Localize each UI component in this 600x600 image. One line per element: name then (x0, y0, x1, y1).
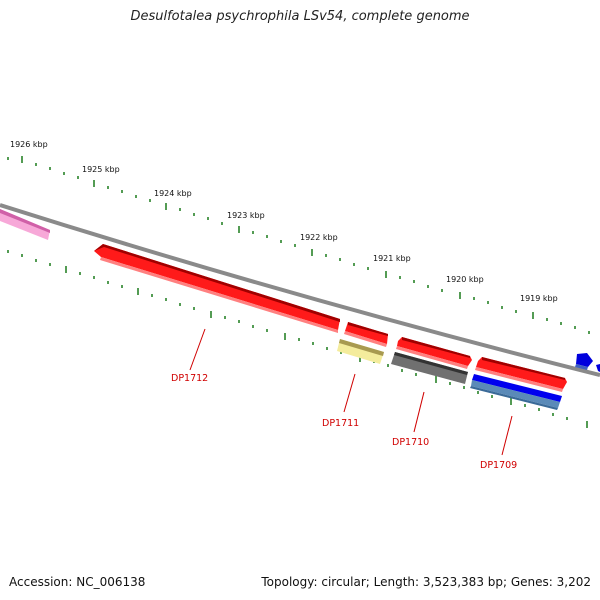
gene-pink-feature[interactable] (0, 209, 50, 240)
gene-label-dp1712: DP1712 (171, 373, 208, 384)
kbp-label-1923: 1923 kbp (227, 211, 265, 220)
gene-dp1710[interactable] (391, 352, 468, 384)
gene-blue-feature[interactable] (575, 353, 600, 372)
kbp-label-1924: 1924 kbp (154, 189, 192, 198)
gene-label-dp1709: DP1709 (480, 460, 517, 471)
gene-dp1709[interactable] (470, 374, 562, 410)
gene-dp1711-upper[interactable] (344, 322, 388, 347)
kbp-label-1925: 1925 kbp (82, 165, 120, 174)
kbp-label-1919: 1919 kbp (520, 294, 558, 303)
accession-text: Accession: NC_006138 (9, 575, 146, 589)
kbp-label-1926: 1926 kbp (10, 140, 48, 149)
gene-dp1711[interactable] (337, 339, 384, 364)
genome-summary-text: Topology: circular; Length: 3,523,383 bp… (261, 575, 591, 589)
label-leaders (189, 328, 513, 456)
gene-label-dp1710: DP1710 (392, 437, 429, 448)
genome-title: Desulfotalea psychrophila LSv54, complet… (130, 9, 470, 24)
gene-dp1709-upper[interactable] (475, 357, 567, 392)
kbp-label-1920: 1920 kbp (446, 275, 484, 284)
outer-tick-track (7, 156, 590, 334)
inner-tick-track (7, 250, 588, 428)
genome-backbone (0, 203, 600, 377)
gene-dp1710-upper[interactable] (396, 337, 472, 369)
kbp-label-1922: 1922 kbp (300, 233, 338, 242)
gene-label-dp1711: DP1711 (322, 418, 359, 429)
kbp-label-1921: 1921 kbp (373, 254, 411, 263)
gene-dp1712[interactable] (94, 244, 340, 333)
